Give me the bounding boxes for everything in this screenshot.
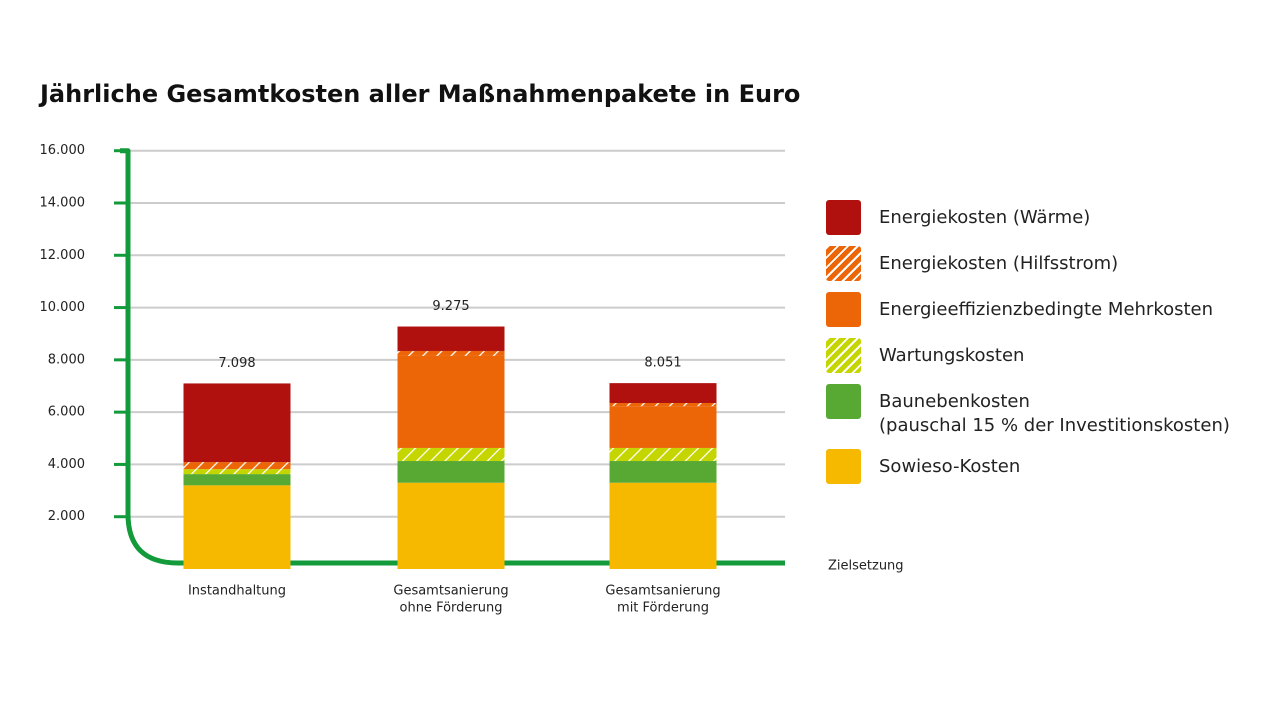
y-tick-label: 2.000 [48, 509, 85, 524]
x-tick-label: Instandhaltung [188, 584, 286, 599]
bar-segment [609, 402, 717, 407]
legend-item: Baunebenkosten (pauschal 15 % der Invest… [826, 384, 1266, 438]
x-tick-label: ohne Förderung [400, 601, 503, 616]
bar-segment [397, 482, 505, 569]
bar-segment [183, 485, 291, 569]
axis-line [120, 148, 785, 566]
legend-swatch [826, 384, 861, 419]
bar-segment [609, 406, 717, 448]
legend-label: Energieeffizienzbedingte Mehrkosten [879, 299, 1214, 320]
bar-segment [397, 461, 505, 483]
bar-segment [397, 447, 505, 462]
bar-segment [183, 462, 291, 470]
legend-item: Energiekosten (Hilfsstrom) [826, 246, 1266, 281]
y-tick-label: 16.000 [40, 143, 86, 158]
bar-segment [183, 469, 291, 475]
legend-label: Energiekosten (Hilfsstrom) [879, 253, 1119, 274]
legend-label: Sowieso-Kosten [879, 456, 1021, 477]
legend-swatch [826, 449, 861, 484]
legend-item: Energieeffizienzbedingte Mehrkosten [826, 292, 1266, 327]
bar-segment [183, 474, 291, 486]
x-tick-label: Gesamtsanierung [605, 584, 720, 599]
legend-swatch [826, 246, 861, 281]
y-tick-label: 14.000 [40, 196, 86, 211]
y-tick-label: 10.000 [40, 300, 86, 315]
legend-item: Wartungskosten [826, 338, 1266, 373]
bar-segment [609, 383, 717, 403]
legend-label: Energiekosten (Wärme) [879, 207, 1091, 228]
bar-segment [397, 350, 505, 356]
total-label: 7.098 [218, 356, 255, 371]
total-label: 9.275 [432, 299, 469, 314]
legend-swatch [826, 200, 861, 235]
y-tick-label: 4.000 [48, 457, 85, 472]
bar-segment [183, 383, 291, 463]
chart-title: Jährliche Gesamtkosten aller Maßnahmenpa… [40, 80, 801, 108]
legend-label: Baunebenkosten (pauschal 15 % der Invest… [879, 391, 1230, 436]
legend-swatch [826, 338, 861, 373]
y-tick-label: 6.000 [48, 405, 85, 420]
legend-item: Energiekosten (Wärme) [826, 200, 1266, 235]
bar-segment [609, 461, 717, 483]
x-tick-label: mit Förderung [617, 601, 709, 616]
y-tick-label: 12.000 [40, 248, 86, 263]
bar-segment [397, 326, 505, 351]
legend: Energiekosten (Wärme) Energiekosten (Hilf… [826, 200, 1266, 495]
bar-segment [609, 482, 717, 569]
y-tick-label: 8.000 [48, 352, 85, 367]
bar-segment [397, 355, 505, 448]
legend-label: Wartungskosten [879, 345, 1025, 366]
total-label: 8.051 [644, 356, 681, 371]
bar-segment [609, 447, 717, 462]
legend-item: Sowieso-Kosten [826, 449, 1266, 484]
legend-swatch [826, 292, 861, 327]
x-tick-label: Gesamtsanierung [393, 584, 508, 599]
x-axis-label: Zielsetzung [828, 559, 904, 574]
